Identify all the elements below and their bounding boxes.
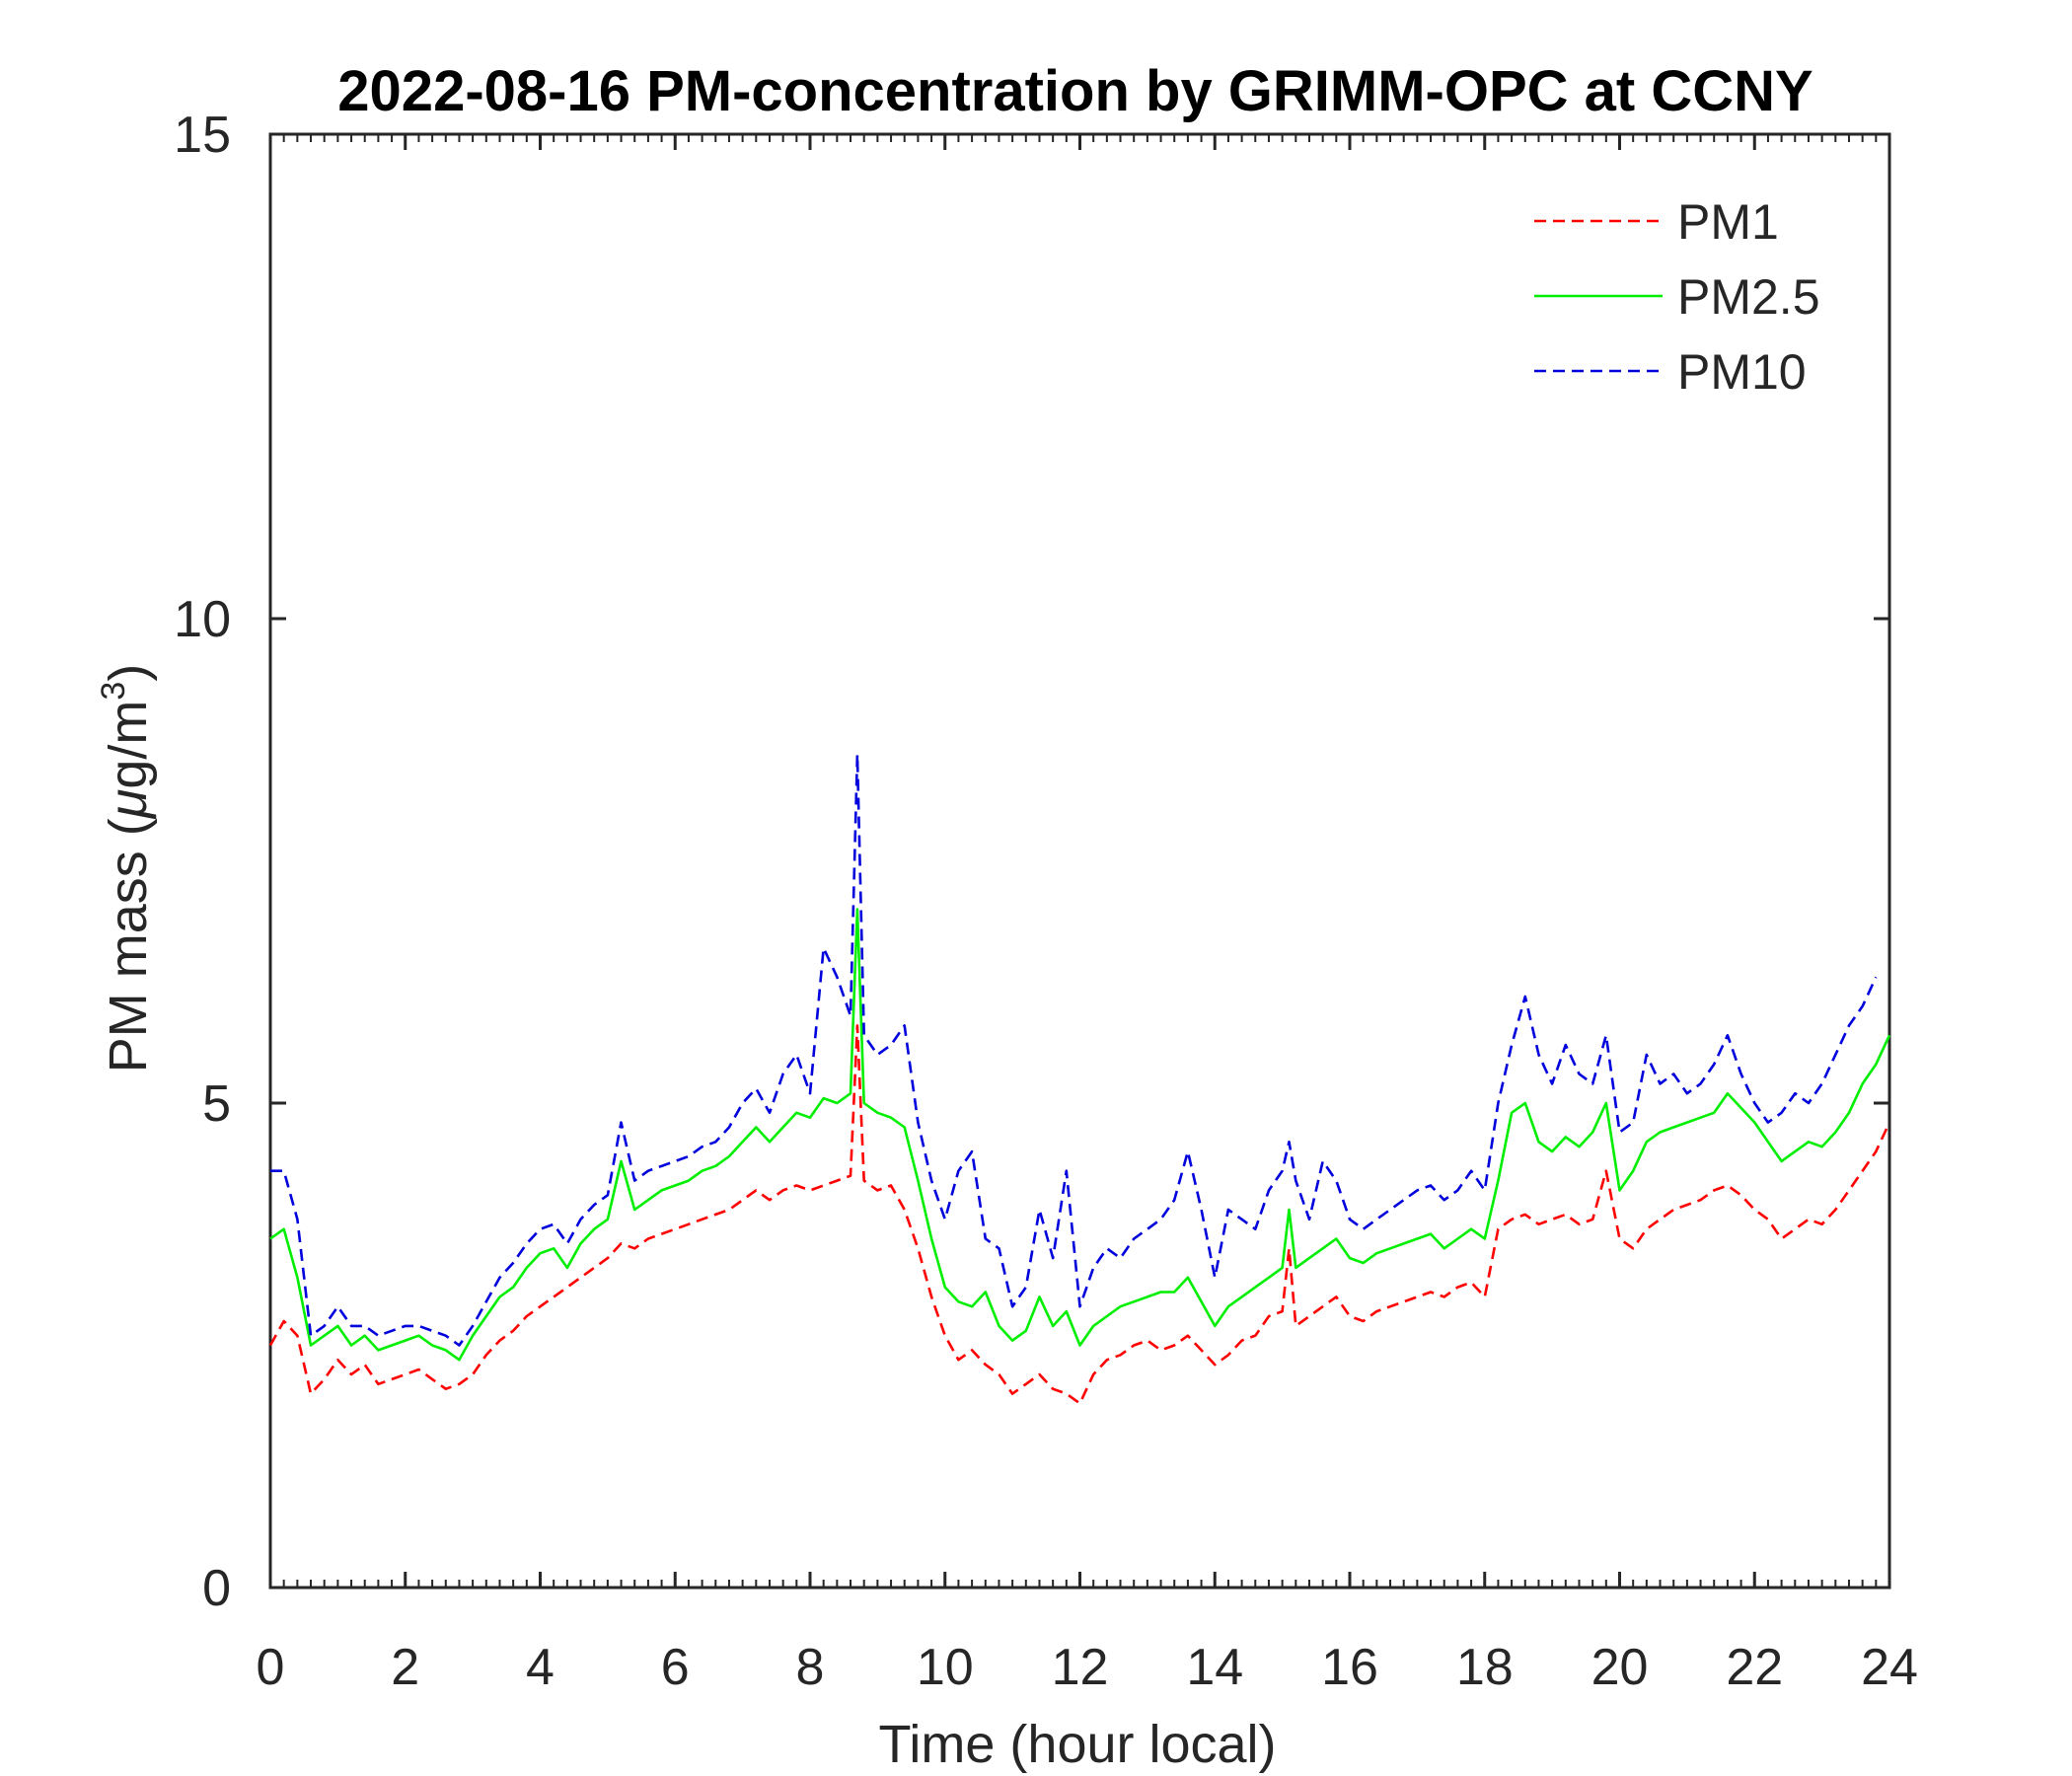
x-tick-label: 18 bbox=[1456, 1639, 1514, 1696]
x-tick-label: 20 bbox=[1591, 1639, 1649, 1696]
series-line-pm10 bbox=[270, 753, 1878, 1347]
chart-title: 2022-08-16 PM-concentration by GRIMM-OPC… bbox=[337, 59, 1813, 123]
x-tick-label: 2 bbox=[391, 1639, 419, 1696]
x-tick-label: 24 bbox=[1861, 1639, 1918, 1696]
legend-label: PM2.5 bbox=[1677, 269, 1820, 325]
series-lines bbox=[268, 753, 1891, 1405]
x-tick-label: 12 bbox=[1052, 1639, 1109, 1696]
y-axis-label-suffix: ) bbox=[99, 664, 158, 682]
y-axis-label: PM mass (μg/m3) bbox=[95, 664, 158, 1073]
x-tick-label: 10 bbox=[917, 1639, 974, 1696]
series-line-pm25 bbox=[269, 908, 1891, 1362]
series-line-pm1 bbox=[268, 1024, 1891, 1405]
x-tick-label: 4 bbox=[526, 1639, 555, 1696]
x-tick-label: 22 bbox=[1726, 1639, 1783, 1696]
y-tick-label: 0 bbox=[202, 1560, 231, 1617]
plot-frame bbox=[268, 132, 1891, 1590]
major-ticks bbox=[268, 132, 1891, 1590]
y-tick-label: 15 bbox=[174, 107, 231, 164]
x-tick-label: 14 bbox=[1186, 1639, 1243, 1696]
minor-ticks bbox=[269, 134, 1890, 1588]
y-axis-label-prefix: PM mass ( bbox=[99, 818, 158, 1073]
x-tick-label: 16 bbox=[1321, 1639, 1378, 1696]
y-tick-labels: 0 5 10 15 bbox=[174, 107, 231, 1617]
x-axis-label: Time (hour local) bbox=[878, 1715, 1276, 1774]
y-tick-label: 5 bbox=[202, 1075, 231, 1133]
legend-label: PM1 bbox=[1677, 194, 1779, 250]
legend: PM1 PM2.5 PM10 bbox=[1534, 194, 1820, 400]
x-tick-label: 0 bbox=[257, 1639, 285, 1696]
y-axis-label-mu: μ bbox=[99, 789, 158, 821]
y-tick-label: 10 bbox=[174, 591, 231, 648]
y-axis-label-unit: g/m bbox=[99, 701, 158, 789]
x-tick-labels: 0 2 4 6 8 10 12 14 16 18 20 22 24 bbox=[257, 1639, 1918, 1696]
x-tick-label: 6 bbox=[661, 1639, 690, 1696]
x-tick-label: 8 bbox=[796, 1639, 825, 1696]
legend-label: PM10 bbox=[1677, 344, 1807, 400]
y-axis-label-superscript: 3 bbox=[95, 682, 132, 701]
